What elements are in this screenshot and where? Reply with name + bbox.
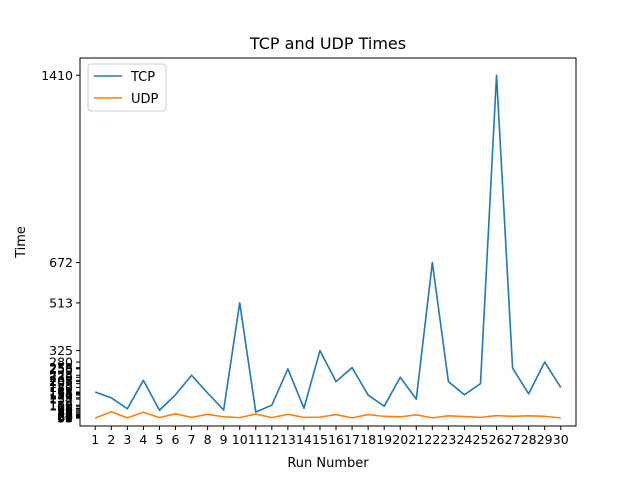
y-tick-label: 150 (49, 388, 73, 403)
x-tick-label: 19 (376, 432, 392, 447)
x-tick-label: 9 (220, 432, 228, 447)
x-tick-label: 20 (392, 432, 408, 447)
x-tick-label: 18 (360, 432, 376, 447)
x-tick-label: 6 (172, 432, 180, 447)
x-tick-label: 12 (264, 432, 280, 447)
y-tick-label: 1410 (41, 68, 73, 83)
y-tick-label: 59 (57, 411, 73, 426)
series-line-udp (94, 410, 561, 419)
y-tick-label: 325 (49, 343, 73, 358)
y-tick-label: 65 (57, 409, 73, 424)
x-tick-label: 5 (155, 432, 163, 447)
y-tick-label: 258 (49, 360, 73, 375)
chart-title: TCP and UDP Times (249, 34, 406, 53)
legend: TCP UDP (87, 63, 167, 112)
series-udp (94, 410, 561, 419)
y-tick-label: 208 (49, 373, 73, 388)
x-tick-label: 13 (280, 432, 296, 447)
x-tick-label: 25 (473, 432, 489, 447)
x-tick-label: 7 (188, 432, 196, 447)
y-tick-label: 110 (49, 398, 73, 413)
x-tick-label: 28 (521, 432, 537, 447)
y-tick-label: 151 (49, 387, 73, 402)
y-tick-label: 195 (49, 376, 73, 391)
y-tick-label: 82 (57, 405, 73, 420)
y-tick-label: 672 (49, 255, 73, 270)
y-axis-label: Time (14, 226, 29, 259)
y-tick-label: 61 (57, 410, 73, 425)
y-tick-label: 220 (49, 370, 73, 385)
x-tick-label: 10 (232, 432, 248, 447)
plot-frame (79, 57, 577, 427)
y-tick-label: 513 (49, 295, 73, 310)
x-tick-label: 30 (553, 432, 569, 447)
y-tick-label: 76 (57, 406, 73, 421)
x-tick-label: 1 (91, 432, 99, 447)
x-tick-label: 15 (312, 432, 328, 447)
y-tick-label: 98 (57, 401, 73, 416)
x-tick-label: 24 (456, 432, 472, 447)
y-tick-label: 68 (57, 408, 73, 423)
x-tick-label: 11 (248, 432, 264, 447)
y-tick-label: 228 (49, 368, 73, 383)
series-layer (94, 74, 562, 419)
x-tick-label: 16 (328, 432, 344, 447)
y-tick-label: 83 (57, 405, 73, 420)
y-tick-label: 203 (49, 374, 73, 389)
y-tick-label: 139 (49, 390, 73, 405)
y-tick-label: 96 (57, 401, 73, 416)
x-tick-label: 26 (489, 432, 505, 447)
x-tick-label: 17 (344, 432, 360, 447)
y-tick-label: 64 (57, 409, 73, 424)
x-tick-label: 3 (123, 432, 131, 447)
y-tick-label: 75 (57, 407, 73, 422)
y-tick-label: 91 (57, 403, 73, 418)
y-tick-label: 69 (57, 408, 73, 423)
legend-item-tcp: TCP (94, 70, 155, 85)
y-tick-label: 60 (57, 410, 73, 425)
y-tick-label: 256 (49, 361, 73, 376)
y-tick-label: 66 (57, 409, 73, 424)
x-tick-label: 4 (139, 432, 147, 447)
series-tcp (94, 74, 562, 413)
y-tick-label: 253 (49, 361, 73, 376)
y-tick-label: 90 (57, 403, 73, 418)
y-axis-ticks: 5960616263646566686972737475768283849091… (41, 68, 80, 426)
x-tick-label: 23 (440, 432, 456, 447)
x-tick-label: 22 (424, 432, 440, 447)
x-tick-label: 8 (204, 432, 212, 447)
y-tick-label: 73 (57, 407, 73, 422)
y-tick-label: 280 (49, 355, 73, 370)
x-axis-label: Run Number (287, 456, 369, 471)
plot-area (80, 58, 576, 426)
legend-item-udp: UDP (94, 92, 159, 107)
y-tick-label: 106 (49, 399, 73, 414)
series-line-tcp (94, 74, 562, 413)
x-tick-label: 14 (296, 432, 312, 447)
x-axis-ticks: 1 2 3 4 5 6 7 8 9 10 11 12 13 14 15 16 17 18 19 20 21 22 23 24 2… (91, 426, 569, 447)
x-tick-label: 21 (408, 432, 424, 447)
x-tick-label: 29 (537, 432, 553, 447)
y-tick-label: 180 (49, 380, 73, 395)
y-tick-label: 84 (57, 404, 73, 419)
y-tick-label: 62 (57, 410, 73, 425)
x-tick-label: 2 (107, 432, 115, 447)
legend-label: TCP (130, 70, 155, 85)
y-tick-label: 134 (49, 392, 73, 407)
y-tick-label: 72 (57, 407, 73, 422)
x-tick-label: 27 (505, 432, 521, 447)
y-tick-label: 63 (57, 410, 73, 425)
y-tick-label: 155 (49, 386, 73, 401)
y-tick-label: 74 (57, 407, 73, 422)
y-tick-label: 162 (49, 384, 73, 399)
legend-label: UDP (131, 92, 159, 107)
y-tick-label: 158 (49, 386, 73, 401)
